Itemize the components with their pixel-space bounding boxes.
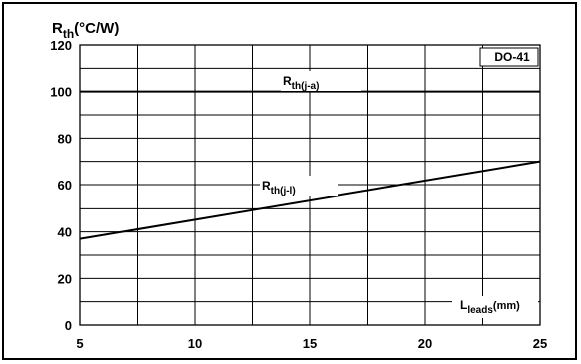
x-tick-label: 10 xyxy=(188,336,202,351)
package-label-box xyxy=(479,47,539,67)
package-label: DO-41 xyxy=(494,50,530,64)
series-lines xyxy=(79,47,541,318)
chart-frame xyxy=(2,2,577,360)
y-tick-label: 40 xyxy=(58,225,72,240)
grid xyxy=(79,44,541,326)
y-tick-label: 0 xyxy=(65,318,72,333)
series-label-backdrop xyxy=(260,176,338,196)
x-tick-label: 15 xyxy=(303,336,317,351)
y-tick-label: 60 xyxy=(58,178,72,193)
y-tick-label: 20 xyxy=(58,271,72,286)
y-axis-label: Rth(°C/W) xyxy=(52,20,119,41)
series-labels: Rth(j-a) Rth(j-l) xyxy=(260,71,361,197)
y-tick-label: 100 xyxy=(50,85,72,100)
series-label-0: Rth(j-a) xyxy=(283,74,319,92)
y-tick-label: 120 xyxy=(50,38,72,53)
tick-labels: 0 20 40 60 80 100 120 5 10 15 20 25 xyxy=(50,38,547,351)
x-label-backdrop xyxy=(452,296,538,318)
series-line-1 xyxy=(79,160,541,240)
plot-area xyxy=(79,44,541,326)
x-tick-label: 20 xyxy=(418,336,432,351)
y-tick-label: 80 xyxy=(58,131,72,146)
x-tick-label: 5 xyxy=(76,336,83,351)
x-tick-label: 25 xyxy=(533,336,547,351)
series-label-1: Rth(j-l) xyxy=(262,179,296,197)
x-axis-label: Lleads(mm) xyxy=(460,298,520,316)
series-label-backdrop xyxy=(281,71,361,91)
